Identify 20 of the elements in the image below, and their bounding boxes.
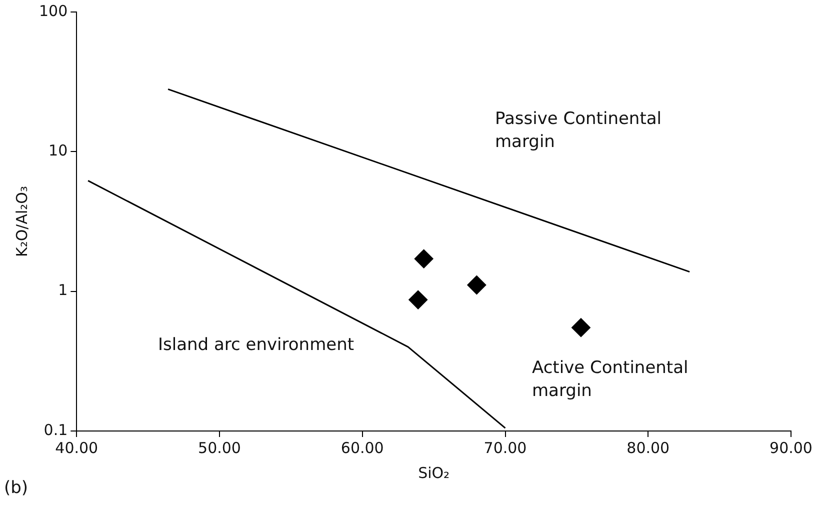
text: (b) [4,477,28,500]
annotation: Passive Continental margin [495,108,663,154]
point [467,276,486,295]
y-axis-title: K₂O/Al₂O₃ [12,186,31,257]
x-tick-label: 50.00 [198,438,241,457]
annotation: Active Continental margin [532,357,690,403]
point [571,318,590,338]
x-tick-label: 70.00 [484,438,527,457]
annotation: Island arc environment [158,334,354,357]
y-tick-label: 0.1 [44,420,68,439]
x-tick-label: 80.00 [626,438,670,457]
y-tick-label: 10 [48,142,68,160]
y-tick-label: 1 [58,281,68,300]
y-tick-label: 100 [38,2,68,20]
x-axis-title: SiO₂ [418,464,450,482]
x-tick-label: 90.00 [770,438,812,457]
x-tick-label: 60.00 [340,438,384,457]
point [408,290,428,310]
x-tick-label: 40.00 [55,438,98,457]
point [414,249,434,268]
